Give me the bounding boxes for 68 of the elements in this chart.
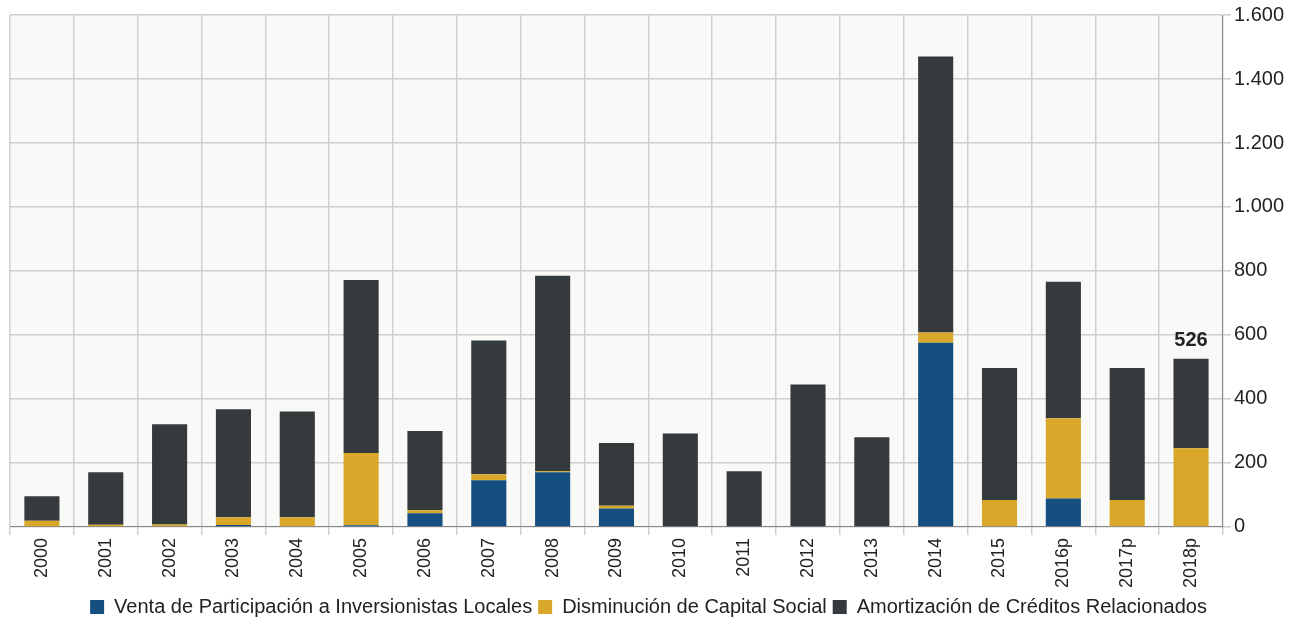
bar	[471, 340, 507, 475]
bar	[152, 424, 188, 525]
y-tick-label: 1.200	[1233, 130, 1285, 153]
y-tick-label: 600	[1233, 322, 1268, 345]
bar	[598, 508, 635, 527]
bar	[88, 472, 124, 525]
x-tick-label: 2002	[158, 537, 179, 578]
bar	[918, 56, 954, 333]
x-tick-label: 2015	[988, 537, 1009, 578]
bar	[215, 409, 251, 518]
legend-label: Disminución de Capital Social	[562, 594, 827, 617]
x-tick-label: 2008	[541, 537, 562, 578]
x-tick-label: 2011	[733, 537, 754, 577]
bar	[343, 279, 379, 454]
x-tick-label: 2010	[669, 537, 690, 578]
bar	[1045, 281, 1081, 419]
bar	[918, 342, 954, 527]
x-tick-label: 2006	[413, 537, 434, 578]
y-tick-label: 1.000	[1233, 194, 1285, 217]
bar	[1173, 448, 1209, 527]
bar	[981, 500, 1018, 527]
bar	[279, 517, 315, 527]
x-tick-label: 2001	[94, 537, 115, 578]
bar	[854, 437, 890, 527]
bar	[215, 517, 251, 526]
bar	[407, 513, 443, 527]
bar	[24, 520, 60, 527]
bar	[1173, 358, 1209, 449]
bar	[535, 472, 571, 527]
bar	[1109, 500, 1145, 527]
y-tick-label: 400	[1233, 386, 1268, 409]
bar	[726, 471, 762, 527]
bar	[24, 496, 60, 521]
x-tick-label: 2005	[350, 537, 371, 578]
x-tick-label: 2004	[286, 537, 307, 578]
bar	[790, 384, 826, 527]
y-tick-label: 200	[1233, 450, 1268, 473]
x-tick-label: 2014	[924, 537, 945, 578]
bar	[407, 430, 443, 511]
bar	[407, 510, 443, 514]
bar	[918, 332, 954, 343]
bar	[535, 275, 571, 472]
y-tick-label: 1.400	[1233, 66, 1285, 89]
bar	[1045, 418, 1081, 499]
x-tick-label: 2003	[222, 537, 243, 578]
bar	[471, 474, 507, 481]
legend-label: Venta de Participación a Inversionistas Locales	[114, 594, 533, 617]
legend-label: Amortización de Créditos Relacionados	[856, 594, 1207, 617]
x-tick-label: 2000	[30, 537, 51, 578]
x-tick-label: 2018p	[1180, 537, 1200, 589]
x-tick-label: 2016p	[1052, 537, 1073, 589]
bar	[598, 443, 635, 506]
x-tick-label: 2017p	[1116, 537, 1137, 589]
x-tick-label: 2012	[796, 537, 817, 578]
bar	[279, 411, 315, 518]
y-tick-label: 0	[1233, 514, 1246, 537]
y-tick-label: 1.600	[1233, 2, 1285, 25]
bar	[662, 433, 698, 527]
total-label: 526	[1174, 328, 1208, 351]
bar	[1109, 367, 1145, 501]
bar	[471, 480, 507, 527]
bar	[981, 367, 1018, 501]
bar	[1045, 498, 1081, 527]
y-tick-label: 800	[1233, 258, 1268, 281]
x-tick-label: 2013	[860, 537, 881, 578]
x-tick-label: 2007	[477, 537, 498, 578]
bar	[343, 453, 379, 526]
x-tick-label: 2009	[605, 537, 626, 578]
